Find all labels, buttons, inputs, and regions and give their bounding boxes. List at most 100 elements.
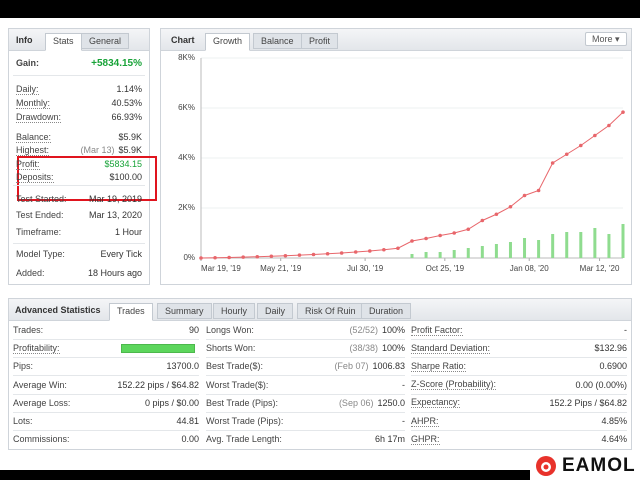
chart-panel: Chart Growth Balance Profit More ▾ 0% 2K% 4K% 6… bbox=[160, 28, 632, 285]
growth-point bbox=[593, 133, 597, 138]
stat-label: Average Loss: bbox=[13, 397, 71, 408]
chart-title: Chart bbox=[171, 35, 195, 45]
stat-label: Profitability: bbox=[13, 342, 60, 354]
info-value-group: $5.9K bbox=[118, 132, 142, 142]
stat-row: Lots: 44.81 bbox=[13, 414, 199, 428]
separator bbox=[206, 357, 405, 359]
growth-point bbox=[550, 161, 555, 165]
stats-tab[interactable]: Duration bbox=[361, 303, 412, 319]
stats-tab[interactable]: Daily bbox=[257, 303, 294, 319]
advanced-statistics-header: Advanced Statistics Trades Summary Hourly Da… bbox=[9, 299, 631, 321]
separator bbox=[13, 430, 199, 431]
growth-point bbox=[607, 123, 611, 128]
growth-point bbox=[269, 254, 274, 259]
growth-point bbox=[199, 256, 203, 260]
stats-tab[interactable]: Hourly bbox=[213, 303, 256, 319]
stat-row: Longs Won: (52/52) 100% bbox=[206, 323, 405, 337]
y-tick-label: 0% bbox=[183, 253, 195, 262]
chart-header: Chart Growth Balance Profit More ▾ bbox=[161, 29, 631, 51]
separator bbox=[206, 411, 405, 413]
info-value: Every Tick bbox=[100, 249, 142, 259]
stat-label: Trades: bbox=[13, 325, 44, 335]
x-tick-label: Oct 25, '19 bbox=[426, 264, 465, 273]
growth-point bbox=[227, 255, 231, 260]
more-button[interactable]: More ▾ bbox=[585, 32, 627, 46]
info-row: Monthly: 40.53% bbox=[16, 96, 142, 110]
growth-point bbox=[255, 254, 260, 259]
info-tab[interactable]: General bbox=[81, 33, 130, 49]
info-row: Added: 18 Hours ago bbox=[16, 266, 142, 280]
stat-label: GHPR: bbox=[411, 433, 440, 445]
stat-value-group: 0.00 (0.00%) bbox=[575, 380, 627, 390]
stat-row: Standard Deviation: $132.96 bbox=[411, 341, 627, 355]
stat-value-group: 44.81 bbox=[176, 416, 199, 426]
stat-value: - bbox=[402, 379, 405, 390]
stats-tab[interactable]: Trades bbox=[109, 303, 153, 321]
growth-point bbox=[325, 251, 330, 256]
separator bbox=[13, 185, 145, 186]
stat-value: 0.00 bbox=[181, 434, 199, 445]
stat-value: - bbox=[402, 416, 405, 426]
x-tick-label: Mar 19, '19 bbox=[201, 264, 241, 273]
stat-row: Avg. Trade Length: 6h 17m bbox=[206, 432, 405, 446]
stats-tab[interactable]: Risk Of Ruin bbox=[297, 303, 364, 319]
info-value-group: 1 Hour bbox=[115, 227, 142, 237]
stat-row: Best Trade (Pips): (Sep 06) 1250.0 bbox=[206, 396, 405, 410]
advanced-statistics-panel: Advanced Statistics Trades Summary Hourly Da… bbox=[8, 298, 632, 450]
stat-value-group: - bbox=[624, 325, 627, 335]
stat-label: Longs Won: bbox=[206, 325, 254, 335]
growth-point bbox=[311, 252, 316, 257]
stat-note: (Feb 07) bbox=[334, 361, 369, 372]
info-row: Highest: (Mar 13) $5.9K bbox=[16, 143, 142, 157]
volume-bar bbox=[579, 232, 583, 258]
chart-tab[interactable]: Profit bbox=[301, 33, 339, 49]
stat-label: Lots: bbox=[13, 416, 33, 426]
stat-row: Profitability: bbox=[13, 341, 199, 355]
watermark-icon bbox=[536, 456, 556, 476]
content: Info Stats General Gain: +5834.15% Daily: 1.1… bbox=[0, 18, 640, 480]
growth-point bbox=[494, 212, 499, 217]
info-value-group: 40.53% bbox=[111, 98, 142, 108]
growth-point bbox=[353, 250, 358, 254]
stat-label: Average Win: bbox=[13, 379, 67, 390]
stat-row: Sharpe Ratio: 0.6900 bbox=[411, 359, 627, 373]
stats-tab[interactable]: Summary bbox=[157, 303, 212, 319]
stat-value: 4.85% bbox=[601, 416, 627, 426]
info-value: $100.00 bbox=[109, 172, 142, 182]
growth-point bbox=[452, 231, 457, 235]
volume-bar bbox=[551, 234, 555, 258]
volume-bar bbox=[410, 254, 414, 258]
separator bbox=[411, 339, 627, 340]
info-value-group: 18 Hours ago bbox=[88, 268, 142, 278]
separator bbox=[206, 375, 405, 377]
stat-label: AHPR: bbox=[411, 415, 439, 427]
stat-value: 100% bbox=[381, 325, 405, 335]
stat-value-group: 152.2 Pips / $64.82 bbox=[549, 398, 627, 408]
growth-line bbox=[200, 111, 624, 259]
stat-value: 90 bbox=[188, 325, 199, 335]
info-label: Highest: bbox=[16, 144, 50, 156]
volume-bar bbox=[424, 252, 428, 258]
x-tick-label: Jan 08, '20 bbox=[510, 264, 549, 273]
growth-point bbox=[480, 218, 485, 223]
stat-value: 1006.83 bbox=[372, 361, 405, 372]
info-value: $5.9K bbox=[118, 132, 142, 142]
growth-point bbox=[508, 204, 513, 209]
info-value: 1.14% bbox=[116, 84, 142, 94]
stat-note: (52/52) bbox=[349, 325, 378, 335]
stat-label: Best Trade (Pips): bbox=[206, 397, 279, 408]
x-tick-label: May 21, '19 bbox=[260, 264, 302, 273]
stat-value: 152.2 Pips / $64.82 bbox=[549, 397, 627, 408]
stat-value: $132.96 bbox=[594, 343, 627, 354]
separator bbox=[411, 375, 627, 377]
stat-value-group: (Feb 07) 1006.83 bbox=[334, 361, 405, 371]
chart-tab[interactable]: Balance bbox=[253, 33, 302, 49]
growth-point bbox=[410, 239, 414, 243]
info-row: Deposits: $100.00 bbox=[16, 170, 142, 184]
separator bbox=[13, 411, 199, 413]
growth-point bbox=[536, 188, 541, 193]
info-label: Test Ended: bbox=[16, 210, 64, 220]
info-tab[interactable]: Stats bbox=[45, 33, 82, 51]
chart-tab[interactable]: Growth bbox=[205, 33, 251, 51]
